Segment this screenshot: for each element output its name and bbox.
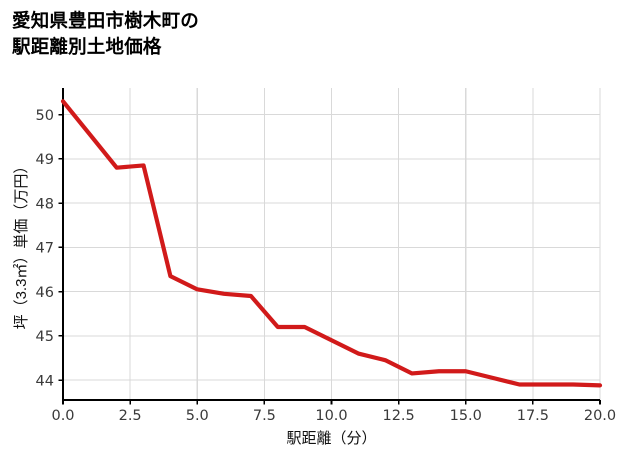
y-tick-label: 49 [36, 152, 54, 168]
chart-title: 愛知県豊田市樹木町の 駅距離別土地価格 [12, 10, 200, 58]
y-tick-label: 50 [36, 108, 54, 124]
x-tick-label: 20.0 [584, 408, 616, 424]
y-tick-label: 47 [36, 241, 54, 257]
y-tick-label: 45 [36, 329, 54, 345]
y-axis-tick-labels: 44 45 46 47 48 49 50 [36, 108, 54, 390]
y-tick-label: 46 [36, 285, 54, 301]
x-tick-label: 7.5 [253, 408, 276, 424]
x-axis-tick-labels: 0.0 2.5 5.0 7.5 10.0 12.5 15.0 17.5 20.0 [51, 408, 616, 424]
x-tick-label: 10.0 [315, 408, 347, 424]
x-tick-label: 2.5 [119, 408, 142, 424]
y-axis-title: 坪（3.3㎡）単価（万円） [13, 159, 30, 330]
x-axis-title: 駅距離（分） [286, 429, 376, 447]
data-series-line [60, 99, 603, 388]
y-tick-label: 44 [36, 373, 54, 389]
x-tick-label: 15.0 [450, 408, 482, 424]
x-tick-label: 17.5 [517, 408, 549, 424]
x-gridlines [62, 88, 601, 400]
x-tick-label: 0.0 [51, 408, 74, 424]
x-tick-label: 5.0 [186, 408, 209, 424]
axis-tickmarks [58, 113, 601, 405]
x-tick-label: 12.5 [382, 408, 414, 424]
y-tick-label: 48 [36, 196, 54, 212]
